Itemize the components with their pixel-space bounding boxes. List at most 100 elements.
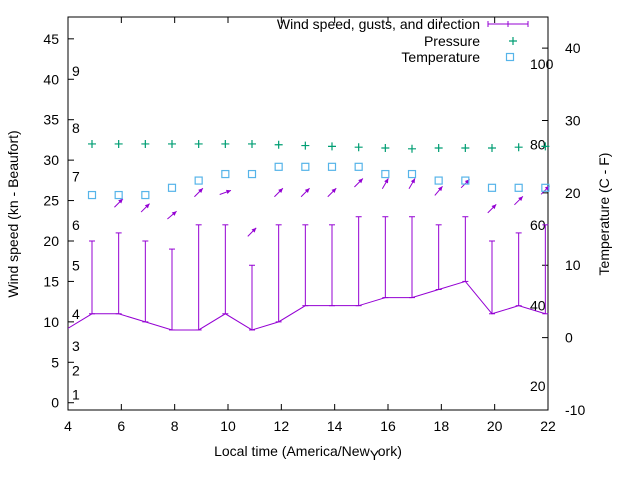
- x-tick-label: 10: [220, 418, 236, 434]
- pressure-point: [221, 139, 230, 148]
- wind-direction-arrowhead: [410, 178, 415, 184]
- beaufort-label: 8: [72, 120, 80, 136]
- pressure-point: [514, 143, 523, 152]
- pressure-point: [88, 139, 96, 148]
- temperature-point: [327, 162, 337, 171]
- wind-direction-arrowhead: [225, 189, 231, 195]
- y-tick-label: 45: [43, 31, 59, 47]
- pressure-point: [354, 143, 363, 152]
- wind-direction-arrowhead: [144, 203, 150, 209]
- wind-direction-arrowhead: [278, 188, 283, 193]
- wind-direction-arrowhead: [304, 188, 310, 193]
- pressure-point: [488, 144, 496, 152]
- beaufort-label: 7: [72, 168, 80, 184]
- x-tick-label: 14: [327, 418, 343, 434]
- pressure-point: [434, 144, 443, 152]
- beaufort-label: 9: [72, 63, 80, 79]
- temperature-point: [194, 176, 203, 185]
- legend-label-pressure: Pressure: [424, 33, 480, 49]
- temperature-point: [407, 169, 417, 179]
- beaufort-label: 5: [72, 257, 80, 273]
- temperature-point: [514, 183, 523, 192]
- temperature-point: [434, 176, 443, 185]
- wind-direction-arrowhead: [198, 188, 203, 193]
- legend-temperature-sample: [505, 52, 515, 62]
- temperature-point: [541, 183, 550, 192]
- pressure-point: [248, 139, 256, 148]
- y-tick-label: 35: [43, 112, 59, 128]
- wind-direction-arrowhead: [331, 188, 337, 193]
- pressure-point: [328, 142, 336, 151]
- y-axis-label: Wind speed (kn - Beaufort): [5, 130, 21, 297]
- x-tick-label: 18: [434, 418, 450, 434]
- y2-tick-label: -10: [565, 402, 585, 418]
- legend-label-temperature: Temperature: [401, 49, 480, 65]
- wind-direction-arrowhead: [437, 186, 443, 192]
- wind-speed-line: [68, 280, 546, 331]
- y-tick-label: 25: [43, 193, 59, 209]
- y2-tick-label: 10: [565, 257, 581, 273]
- fahrenheit-label: 60: [530, 217, 546, 233]
- temperature-point: [167, 183, 177, 192]
- beaufort-label: 1: [72, 387, 80, 403]
- pressure-point: [301, 141, 310, 150]
- y2-axis-label: Temperature (C - F): [596, 153, 612, 276]
- temperature-point: [87, 190, 97, 200]
- y-tick-label: 10: [43, 314, 59, 330]
- y-tick-label: 20: [43, 233, 59, 249]
- pressure-point: [274, 140, 283, 149]
- x-tick-label: 8: [171, 418, 179, 434]
- beaufort-label: 2: [72, 362, 80, 378]
- wind-direction-arrowhead: [171, 211, 177, 216]
- y-tick-label: 5: [51, 354, 59, 370]
- fahrenheit-label: 40: [530, 297, 546, 313]
- pressure-point: [194, 139, 203, 148]
- pressure-point: [114, 139, 123, 148]
- wind-direction-arrowhead: [358, 178, 363, 184]
- y-tick-label: 40: [43, 71, 59, 87]
- pressure-point: [541, 142, 550, 151]
- wind-direction-arrowhead: [384, 178, 389, 184]
- x-tick-label: 16: [380, 418, 396, 434]
- pressure-point: [408, 144, 416, 153]
- temperature-point: [221, 169, 230, 179]
- fahrenheit-label: 80: [530, 137, 546, 153]
- y-tick-label: 0: [51, 395, 59, 411]
- temperature-point: [354, 162, 363, 171]
- y2-tick-label: 30: [565, 112, 581, 128]
- plot-border: [67, 16, 549, 411]
- wind-direction-arrowhead: [118, 198, 123, 204]
- legend-wind-sample: [487, 21, 529, 27]
- x-tick-label: 12: [274, 418, 290, 434]
- temperature-point: [274, 162, 283, 171]
- x-tick-label: 22: [540, 418, 556, 434]
- fahrenheit-label: 100: [530, 56, 554, 72]
- y2-tick-label: 40: [565, 40, 581, 56]
- temperature-point: [461, 176, 470, 185]
- legend-label-wind: Wind speed, gusts, and direction: [277, 16, 480, 32]
- temperature-point: [114, 190, 123, 200]
- pressure-point: [168, 139, 176, 148]
- x-tick-label: 6: [117, 418, 125, 434]
- pressure-point: [141, 139, 150, 148]
- temperature-point: [141, 190, 150, 200]
- y-tick-label: 15: [43, 273, 59, 289]
- temperature-point: [247, 169, 257, 179]
- fahrenheit-label: 20: [530, 378, 546, 394]
- temperature-point: [487, 183, 497, 192]
- wind-direction-arrowhead: [251, 227, 257, 233]
- pressure-point: [381, 144, 390, 152]
- wind-direction-arrowhead: [491, 204, 497, 210]
- beaufort-label: 3: [72, 338, 80, 354]
- legend-pressure-sample: [509, 37, 517, 45]
- y-tick-label: 30: [43, 152, 59, 168]
- pressure-point: [461, 144, 470, 152]
- beaufort-label: 6: [72, 217, 80, 233]
- wind-direction-arrowhead: [518, 196, 523, 202]
- temperature-point: [301, 162, 310, 171]
- temperature-point: [381, 169, 390, 179]
- y2-tick-label: 20: [565, 185, 581, 201]
- x-axis-label: Local time (America/NewYork): [214, 443, 402, 463]
